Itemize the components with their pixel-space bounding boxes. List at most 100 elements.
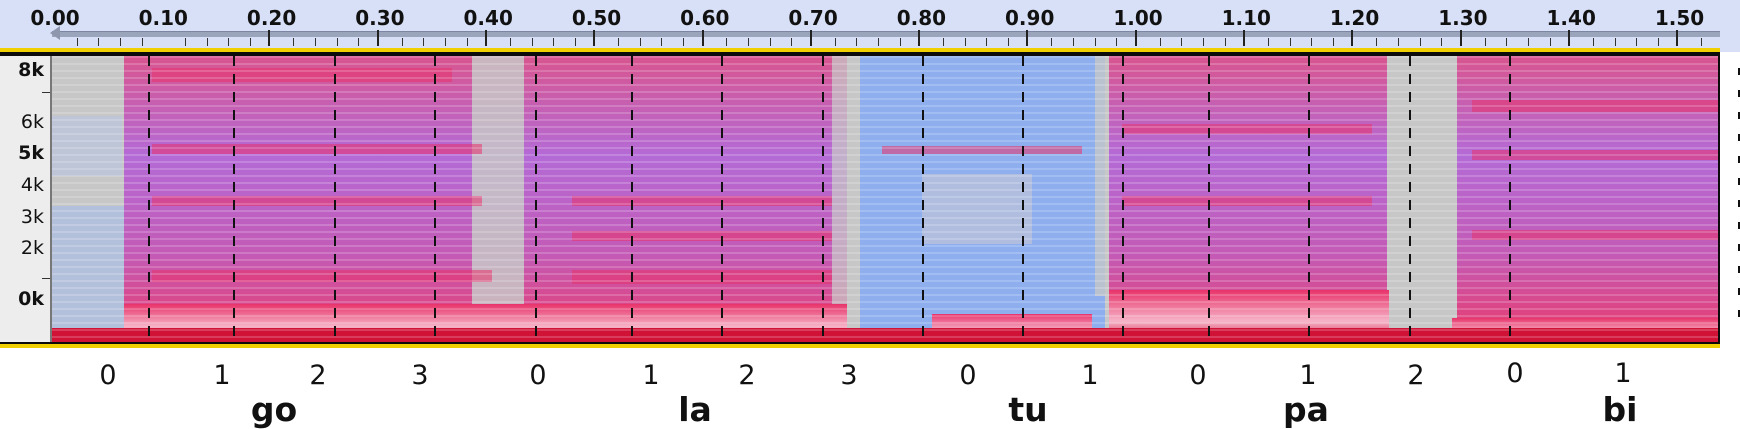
ruler-minor-tick	[683, 38, 685, 46]
ruler-major-tick	[1026, 30, 1029, 46]
freq-label-0k: 0k	[18, 288, 44, 310]
ruler-minor-tick	[228, 38, 230, 46]
ruler-tick-label: 0.40	[463, 6, 513, 30]
sub-label: 3	[840, 360, 858, 391]
freq-tick	[42, 92, 50, 93]
ruler-tick-label: 0.10	[138, 6, 188, 30]
freq-label-2k: 2k	[20, 237, 44, 259]
ruler-minor-tick	[1289, 38, 1291, 46]
ruler-minor-tick	[293, 38, 295, 46]
ruler-minor-tick	[1159, 38, 1161, 46]
ruler-minor-tick	[964, 38, 966, 46]
ruler-minor-tick	[878, 38, 880, 46]
sub-label: 0	[1189, 360, 1207, 391]
ruler-minor-tick	[1701, 38, 1703, 46]
scrub-bar[interactable]	[52, 31, 1720, 37]
freq-tick	[42, 278, 50, 279]
ruler-minor-tick	[358, 38, 360, 46]
ruler-major-tick	[701, 30, 704, 46]
sub-label: 1	[1299, 360, 1317, 391]
segment-labels: 0 1 2 3 go 0 1 2 3 la 0 1 tu 0 1 2 pa 0 …	[0, 348, 1740, 429]
ruler-minor-tick	[249, 38, 251, 46]
ruler-minor-tick	[1419, 38, 1421, 46]
ruler-minor-tick	[76, 38, 78, 46]
ruler-minor-tick	[1051, 38, 1053, 46]
ruler-minor-tick	[574, 38, 576, 46]
freq-label-4k: 4k	[20, 174, 44, 196]
sub-label: 0	[99, 360, 117, 391]
ruler-tick-label: 1.40	[1546, 6, 1596, 30]
ruler-minor-tick	[1636, 38, 1638, 46]
ruler-minor-tick	[791, 38, 793, 46]
ruler-minor-tick	[943, 38, 945, 46]
ruler-minor-tick	[119, 38, 121, 46]
ruler-minor-tick	[1332, 38, 1334, 46]
sub-label: 1	[1081, 360, 1099, 391]
ruler-major-tick	[268, 30, 271, 46]
ruler-minor-tick	[1549, 38, 1551, 46]
ruler-major-tick	[1134, 30, 1137, 46]
ruler-tick-label: 0.80	[896, 6, 947, 30]
syllable-label: tu	[1008, 390, 1048, 429]
ruler-minor-tick	[98, 38, 100, 46]
ruler-minor-tick	[1484, 38, 1486, 46]
ruler-minor-tick	[1657, 38, 1659, 46]
ruler-tick-label: 0.90	[1005, 6, 1055, 30]
ruler-major-tick	[1459, 30, 1462, 46]
ruler-major-tick	[593, 30, 596, 46]
ruler-major-tick	[1351, 30, 1354, 46]
ruler-minor-tick	[1506, 38, 1508, 46]
ruler-minor-tick	[618, 38, 620, 46]
sub-label: 1	[642, 360, 660, 391]
ruler-major-tick	[1243, 30, 1245, 46]
ruler-minor-tick	[184, 38, 186, 46]
ruler-major-tick	[376, 30, 379, 46]
ruler-minor-tick	[553, 38, 555, 46]
ruler-minor-tick	[1008, 38, 1010, 46]
ruler-minor-tick	[1181, 38, 1183, 46]
spectrogram[interactable]	[52, 56, 1718, 342]
audio-track[interactable]: 8k 6k 5k 4k 3k 2k 0k	[0, 52, 1720, 348]
freq-label-8k: 8k	[18, 59, 44, 81]
ruler-minor-tick	[141, 38, 143, 46]
ruler-tick-label: 1.50	[1654, 6, 1705, 30]
ruler-tick-label: 1.00	[1113, 6, 1163, 30]
ruler-minor-tick	[1592, 38, 1594, 46]
ruler-minor-tick	[1441, 38, 1443, 46]
ruler-minor-tick	[1202, 38, 1204, 46]
ruler-tick-label: 1.10	[1221, 6, 1271, 30]
ruler-minor-tick	[423, 38, 425, 46]
sub-label: 2	[1407, 360, 1425, 391]
ruler-minor-tick	[639, 38, 641, 46]
track-bottom-border	[0, 344, 1720, 348]
ruler-minor-tick	[899, 38, 901, 46]
ruler-tick-label: 0.60	[680, 6, 730, 30]
ruler-tick-label: 0.70	[788, 6, 838, 30]
ruler-tick-label: 1.30	[1438, 6, 1488, 30]
ruler-major-tick	[1567, 30, 1570, 46]
ruler-minor-tick	[834, 38, 836, 46]
ruler-tick-label: 0.20	[246, 6, 297, 30]
ruler-minor-tick	[726, 38, 728, 46]
syllable-label: la	[678, 390, 712, 429]
ruler-minor-tick	[1376, 38, 1378, 46]
ruler-minor-tick	[401, 38, 403, 46]
frequency-scale: 8k 6k 5k 4k 3k 2k 0k	[0, 56, 52, 342]
ruler-minor-tick	[1267, 38, 1269, 46]
playhead-marker-icon[interactable]	[50, 26, 60, 40]
ruler-minor-tick	[1116, 38, 1118, 46]
ruler-minor-tick	[986, 38, 988, 46]
sub-label: 0	[529, 360, 547, 391]
ruler-minor-tick	[1614, 38, 1616, 46]
ruler-minor-tick	[1073, 38, 1075, 46]
ruler-minor-tick	[444, 38, 446, 46]
syllable-label: pa	[1283, 390, 1329, 429]
sub-label: 0	[959, 360, 977, 391]
ruler-major-tick	[809, 30, 812, 46]
ruler-tick-label: 0.30	[355, 6, 405, 30]
spectrogram-image	[52, 56, 1718, 342]
sub-label: 2	[738, 360, 756, 391]
timeline-ruler[interactable]: 0.00 0.10 0.20 0.30 0.40 0.50 0.60 0.70 0.80 0.90…	[0, 0, 1740, 52]
sub-label: 3	[411, 360, 429, 391]
ruler-major-tick	[1676, 30, 1679, 46]
